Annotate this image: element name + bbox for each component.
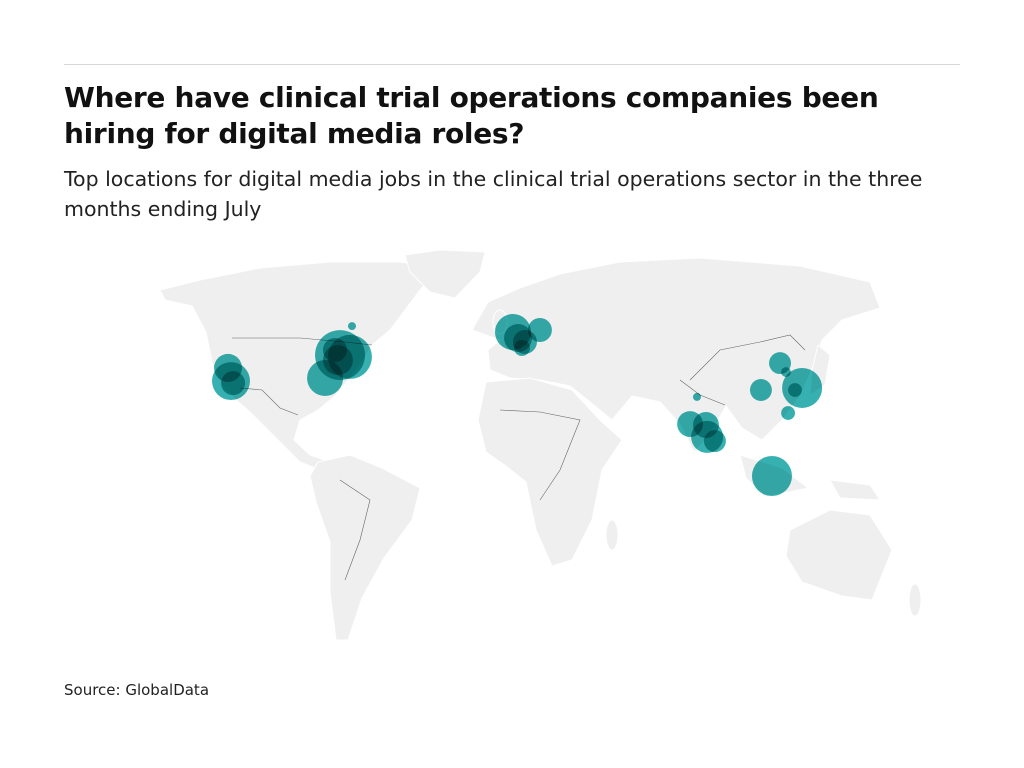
chart-subtitle: Top locations for digital media jobs in … [64,167,923,221]
eurasia [471,257,881,453]
top-rule [64,64,960,65]
source-note: Source: GlobalData [64,681,210,699]
location-bubble-13 [513,339,530,356]
greenland [404,249,486,299]
location-bubble-8 [322,337,347,362]
africa-borders [499,409,581,501]
location-bubble-25 [751,456,792,497]
location-bubble-17 [788,383,802,397]
land-masses [159,249,922,641]
south-america [309,454,421,641]
africa [477,377,623,567]
location-bubble-2 [221,371,246,396]
location-bubble-18 [781,406,795,420]
location-bubble-7 [347,322,356,331]
new-guinea [829,479,881,501]
location-bubble-24 [691,420,724,453]
australia [785,509,893,601]
us-mexico-border [239,387,299,416]
south-america-borders [339,479,371,581]
new-zealand [908,583,922,617]
china-border [689,334,806,381]
north-america [159,261,441,471]
bubble-layer [212,314,823,497]
chart-title: Where have clinical trial operations com… [64,81,879,150]
location-bubble-16 [782,367,823,408]
location-bubble-20 [692,392,701,401]
location-bubble-19 [749,379,772,401]
madagascar [605,519,619,551]
